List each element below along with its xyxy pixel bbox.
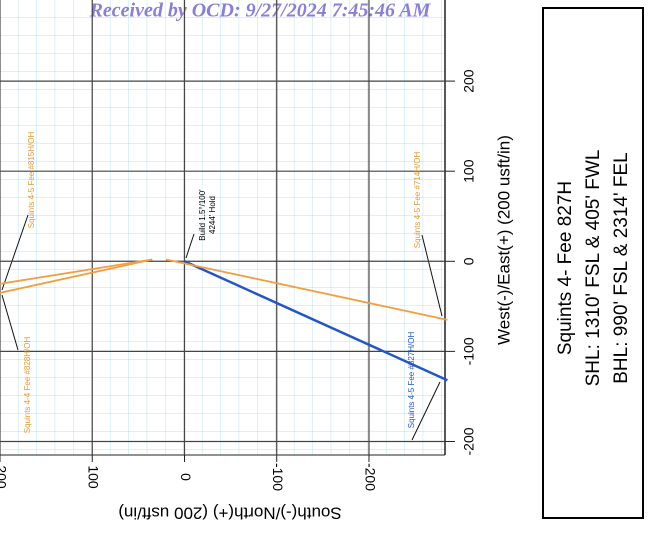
x-tick-label: -100 <box>270 463 286 491</box>
x-axis-label: South(-)/North(+) (200 usft/in) <box>118 504 341 523</box>
y-axis-label: West(-)/East(+) (200 usft/in) <box>494 135 513 345</box>
x-tick-label: -200 <box>362 463 378 491</box>
info-line: Squints 4- Fee 827H <box>555 181 576 355</box>
info-line: BHL: 990' FSL & 2314' FEL <box>611 152 632 384</box>
series-label: Squints 4-4 Fee #828H/OH <box>23 337 32 434</box>
annotation: Build 1.5°/100' <box>198 189 207 241</box>
series-line <box>0 258 153 294</box>
series-line <box>183 260 448 382</box>
info-line: SHL: 1310' FSL & 405' FWL <box>583 150 604 387</box>
series-line <box>0 258 153 285</box>
y-tick-label: -200 <box>461 427 477 455</box>
y-tick-label: 0 <box>461 257 477 265</box>
y-tick-label: -100 <box>461 337 477 365</box>
series-label: Squints 4-5 Fee #827H/OH <box>407 332 416 429</box>
info-box <box>542 7 644 519</box>
annotation: 4244' Hold <box>208 196 217 234</box>
series-label: Squints 4-5 Fee #815H/OH <box>27 132 36 229</box>
y-tick-label: 100 <box>461 159 477 183</box>
x-tick-label: 200 <box>0 465 9 489</box>
x-tick-label: 100 <box>86 465 102 489</box>
plot-grid <box>0 0 445 455</box>
x-tick-label: 0 <box>178 473 194 481</box>
y-tick-label: 200 <box>461 69 477 93</box>
leaders <box>1 214 443 441</box>
stamp: Received by OCD: 9/27/2024 7:45:46 AM <box>89 0 432 22</box>
series-label: Squints 4-5 Fee #714H/OH <box>413 152 422 249</box>
series-line <box>165 258 448 321</box>
